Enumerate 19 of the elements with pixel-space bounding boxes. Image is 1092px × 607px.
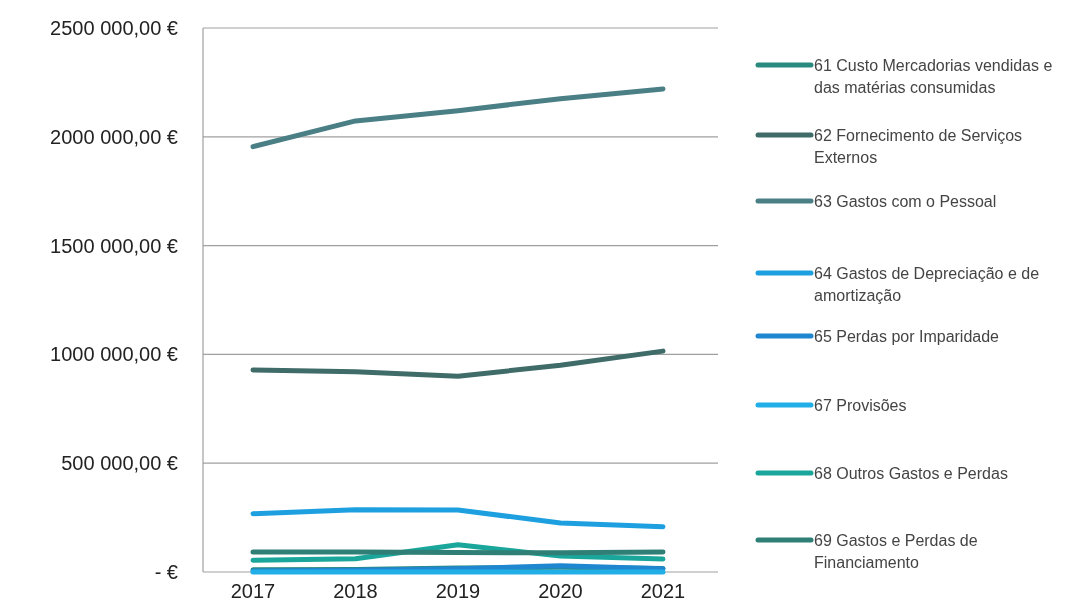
legend-label: 67 Provisões (814, 396, 907, 414)
y-tick-label: 1000 000,00 € (50, 343, 178, 366)
y-tick-label: 2500 000,00 € (50, 17, 178, 39)
legend-label: 64 Gastos de Depreciação e de amortização (814, 264, 1040, 304)
y-tick-label: 2000 000,00 € (50, 125, 178, 148)
legend-label: 62 Fornecimento de Serviços Externos (814, 126, 1023, 166)
y-tick-label: - € (154, 561, 178, 583)
legend-label: 69 Gastos e Perdas de Financiamento (814, 531, 978, 571)
x-tick-label: 2020 (538, 580, 583, 602)
x-tick-label: 2017 (230, 580, 276, 602)
legend-label: 68 Outros Gastos e Perdas (814, 464, 1008, 482)
x-tick-label: 2018 (333, 580, 378, 602)
legend-label: 63 Gastos com o Pessoal (814, 192, 997, 210)
legend-label: 65 Perdas por Imparidade (814, 327, 1000, 345)
legend-label: 61 Custo Mercadorias vendidas e das matérias consumidas (814, 56, 1053, 96)
x-tick-label: 2019 (435, 580, 481, 602)
y-tick-label: 500 000,00 € (61, 452, 178, 475)
x-tick-label: 2021 (640, 580, 686, 602)
y-tick-label: 1500 000,00 € (50, 234, 178, 257)
